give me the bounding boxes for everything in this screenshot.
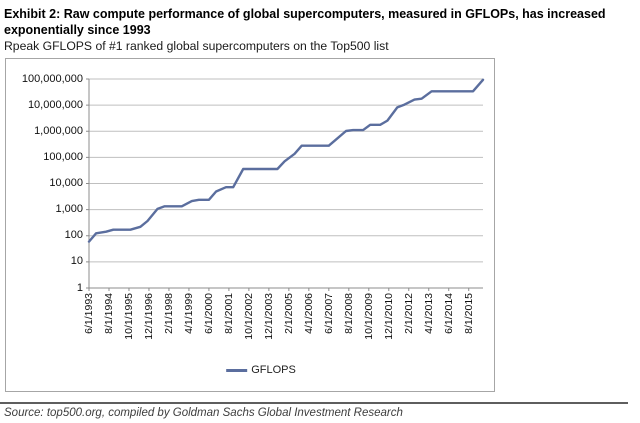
- y-tick-label: 1: [76, 281, 83, 294]
- x-tick-label: 8/1/1994: [102, 293, 115, 334]
- x-tick-label: 10/1/2009: [362, 293, 375, 340]
- x-tick-label: 4/1/1999: [182, 293, 195, 334]
- exhibit-subtitle: Rpeak GFLOPS of #1 ranked global superco…: [4, 39, 389, 53]
- x-tick-label: 2/1/1998: [162, 293, 175, 334]
- y-tick-label: 10: [70, 255, 83, 268]
- x-tick-label: 10/1/2002: [242, 293, 255, 340]
- chart-frame: 100,000,000 10,000,000 1,000,000 100,000 10,…: [5, 58, 495, 392]
- x-tick-label: 8/1/2001: [222, 293, 235, 334]
- x-tick-label: 10/1/1995: [122, 293, 135, 340]
- gflops-line-series: [87, 78, 485, 243]
- x-tick-label: 2/1/2012: [402, 293, 415, 334]
- x-tick-label: 6/1/1993: [83, 293, 95, 334]
- legend-series-label: GFLOPS: [251, 364, 296, 376]
- y-tick-label: 100,000,000: [21, 72, 83, 85]
- x-tick-label: 12/1/2010: [382, 293, 395, 340]
- source-note: Source: top500.org, compiled by Goldman …: [4, 407, 403, 419]
- y-tick-label: 100,000: [43, 150, 83, 163]
- x-tick-label: 6/1/2007: [322, 293, 335, 334]
- footer-divider: [0, 402, 628, 404]
- legend-line-swatch: [226, 368, 248, 372]
- x-tick-label: 4/1/2013: [422, 293, 435, 334]
- exhibit-title: Exhibit 2: Raw compute performance of gl…: [4, 7, 606, 37]
- y-tick-label: 10,000,000: [27, 98, 83, 111]
- y-tick-label: 1,000,000: [34, 124, 83, 137]
- x-tick-label: 8/1/2015: [462, 293, 475, 334]
- chart-legend: GFLOPS: [226, 364, 296, 376]
- x-tick-label: 4/1/2006: [302, 293, 315, 334]
- y-tick-label: 10,000: [49, 177, 83, 189]
- x-tick-label: 12/1/1996: [142, 293, 155, 340]
- y-tick-label: 1,000: [55, 203, 83, 216]
- x-tick-label: 2/1/2005: [282, 293, 295, 334]
- x-tick-label: 8/1/2008: [342, 293, 355, 334]
- line-chart-plot-area: [86, 78, 485, 291]
- x-tick-label: 6/1/2000: [202, 293, 215, 334]
- y-tick-label: 100: [64, 229, 83, 242]
- x-tick-label: 6/1/2014: [442, 293, 455, 334]
- x-tick-label: 12/1/2003: [262, 293, 275, 340]
